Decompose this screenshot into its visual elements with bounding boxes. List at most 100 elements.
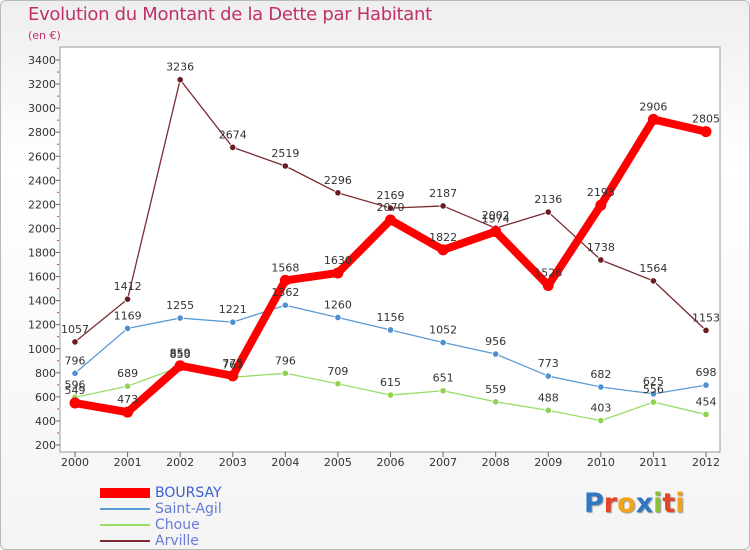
- data-label: 2193: [587, 186, 615, 199]
- y-tick-label: 1800: [28, 247, 56, 260]
- data-point: [334, 313, 342, 322]
- logo-letter: x: [635, 488, 654, 519]
- data-label: 1568: [271, 261, 299, 274]
- data-label: 698: [696, 366, 717, 379]
- data-point: [542, 279, 554, 291]
- data-label: 689: [117, 367, 138, 380]
- y-tick-label: 2800: [28, 126, 56, 139]
- data-point: [649, 390, 658, 398]
- data-label: 2805: [692, 113, 720, 126]
- data-point: [176, 314, 184, 322]
- x-tick-label: 2011: [639, 456, 667, 469]
- data-label: 488: [538, 391, 559, 404]
- y-tick-label: 3000: [28, 102, 56, 115]
- data-point: [386, 204, 395, 212]
- data-point: [334, 189, 342, 197]
- data-label: 2136: [534, 193, 562, 206]
- data-point: [174, 360, 186, 372]
- data-point: [544, 208, 552, 216]
- y-tick-label: 1400: [28, 295, 56, 308]
- data-point: [229, 143, 237, 151]
- data-label: 1526: [534, 266, 562, 279]
- data-label: 625: [643, 375, 664, 388]
- legend-label: Saint-Agil: [155, 501, 222, 517]
- chart-subtitle: (en €): [28, 29, 61, 42]
- data-point: [385, 214, 396, 226]
- data-point: [386, 326, 395, 334]
- data-point: [281, 369, 289, 377]
- legend-swatch: [100, 508, 150, 510]
- y-tick-label: 1200: [28, 319, 56, 332]
- data-point: [595, 199, 607, 211]
- data-label: 763: [222, 358, 243, 371]
- data-point: [649, 398, 658, 406]
- data-label: 2187: [429, 187, 457, 200]
- data-label: 473: [117, 393, 138, 406]
- data-point: [123, 295, 132, 303]
- data-label: 1255: [166, 299, 194, 312]
- data-label: 2519: [271, 147, 299, 160]
- y-tick-label: 800: [35, 367, 56, 380]
- data-label: 956: [485, 335, 506, 348]
- y-tick-label: 200: [35, 439, 56, 452]
- y-tick-label: 1600: [28, 271, 56, 284]
- data-point: [702, 326, 710, 334]
- y-tick-label: 400: [35, 415, 56, 428]
- data-label: 1169: [114, 309, 142, 322]
- data-point: [227, 370, 239, 382]
- data-label: 796: [65, 354, 86, 367]
- x-tick-label: 2001: [114, 456, 142, 469]
- legend-label: Arville: [155, 533, 199, 549]
- data-label: 1057: [61, 323, 89, 336]
- data-label: 1362: [271, 286, 299, 299]
- data-point: [123, 382, 132, 390]
- data-point: [544, 372, 552, 380]
- data-label: 2906: [639, 100, 667, 113]
- data-label: 2070: [377, 201, 405, 214]
- data-point: [490, 226, 502, 238]
- data-label: 1974: [482, 213, 510, 226]
- data-label: 1630: [324, 254, 352, 267]
- data-point: [702, 410, 710, 419]
- data-point: [386, 391, 395, 399]
- data-label: 773: [538, 357, 559, 370]
- logo-letter: o: [617, 488, 636, 519]
- data-label: 3236: [166, 61, 194, 74]
- x-tick-label: 2000: [61, 456, 89, 469]
- x-tick-label: 2006: [377, 456, 405, 469]
- data-point: [544, 406, 552, 414]
- chart-title: Evolution du Montant de la Dette par Hab…: [28, 4, 432, 25]
- data-label: 850: [170, 348, 191, 361]
- legend-swatch: [100, 540, 150, 542]
- data-label: 1156: [377, 311, 405, 324]
- data-label: 709: [327, 365, 348, 378]
- legend-swatch: [100, 524, 150, 526]
- data-point: [439, 202, 447, 210]
- x-tick-label: 2003: [219, 456, 247, 469]
- logo-letter: t: [662, 488, 676, 519]
- y-tick-label: 2200: [28, 198, 56, 211]
- data-label: 775: [222, 357, 243, 370]
- y-tick-label: 2400: [28, 174, 56, 187]
- y-tick-label: 2600: [28, 150, 56, 163]
- data-label: 596: [65, 378, 86, 391]
- data-point: [176, 76, 184, 84]
- data-point: [334, 380, 342, 388]
- y-tick-label: 600: [35, 391, 56, 404]
- legend-swatch: [100, 488, 150, 498]
- data-label: 454: [696, 395, 717, 408]
- data-point: [649, 277, 658, 285]
- data-label: 1153: [692, 311, 720, 324]
- data-label: 556: [643, 383, 664, 396]
- data-label: 2674: [219, 128, 247, 141]
- data-point: [647, 113, 659, 125]
- x-tick-label: 2010: [587, 456, 615, 469]
- data-label: 1052: [429, 323, 457, 336]
- data-point: [71, 338, 79, 346]
- data-point: [122, 406, 134, 418]
- data-point: [700, 126, 712, 138]
- data-point: [279, 274, 291, 286]
- y-tick-label: 2000: [28, 222, 56, 235]
- data-point: [702, 381, 710, 389]
